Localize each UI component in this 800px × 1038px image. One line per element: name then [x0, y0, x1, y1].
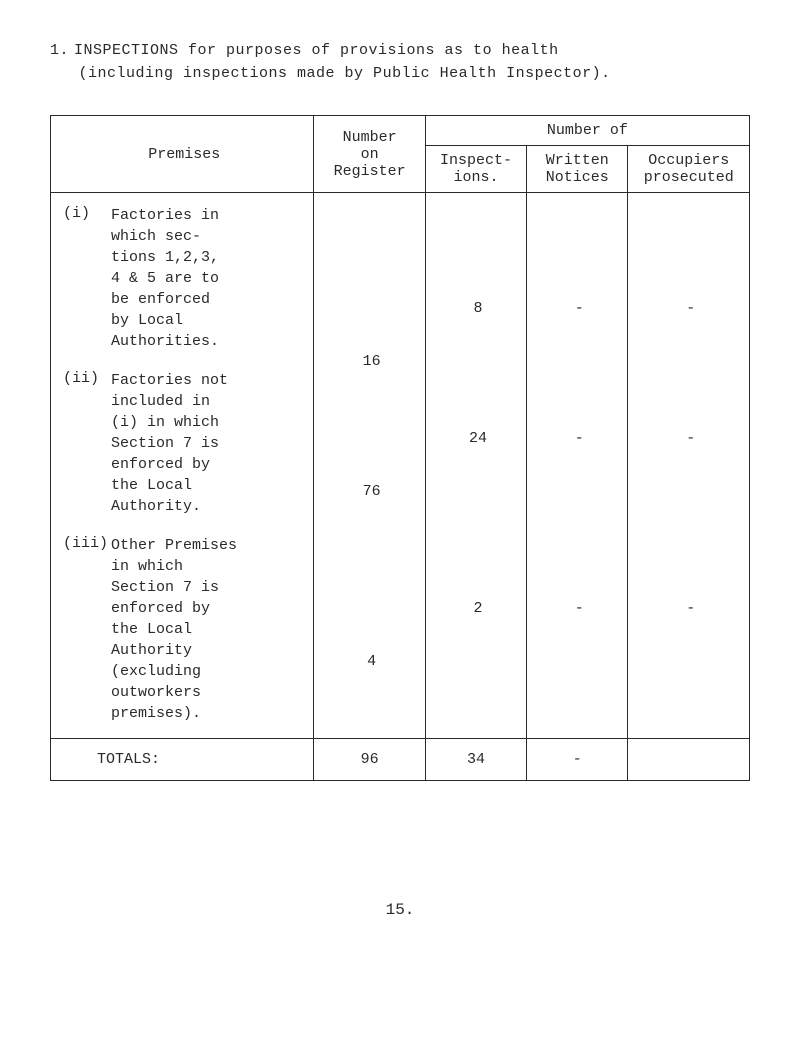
- header-line-2: (including inspections made by Public He…: [79, 65, 611, 82]
- insp-val-i: 8: [438, 205, 518, 325]
- written-val-i: -: [539, 205, 619, 325]
- inspections-values: 8 24 2: [425, 193, 526, 739]
- page-number: 15.: [50, 901, 750, 919]
- insp-val-ii: 24: [438, 325, 518, 455]
- header-occupiers: Occupiers prosecuted: [628, 146, 750, 193]
- occ-val-iii: -: [640, 455, 741, 625]
- register-val-i: 16: [326, 258, 416, 378]
- header-inspections: Inspect- ions.: [425, 146, 526, 193]
- header-number-of: Number of: [425, 116, 749, 146]
- item-iii: (iii) Other Premises in which Section 7 …: [63, 535, 305, 724]
- register-val-iii: 4: [326, 508, 416, 678]
- item-ii: (ii) Factories not included in (i) in wh…: [63, 370, 305, 517]
- item-label-ii: (ii): [63, 370, 111, 387]
- header-written: Written Notices: [527, 146, 628, 193]
- item-i: (i) Factories in which sec- tions 1,2,3,…: [63, 205, 305, 352]
- written-val-ii: -: [539, 325, 619, 455]
- item-desc-i: Factories in which sec- tions 1,2,3, 4 &…: [111, 205, 219, 352]
- written-values: - - -: [527, 193, 628, 739]
- item-label-iii: (iii): [63, 535, 111, 552]
- occupiers-values: - - -: [628, 193, 750, 739]
- item-desc-ii: Factories not included in (i) in which S…: [111, 370, 228, 517]
- premises-descriptions: (i) Factories in which sec- tions 1,2,3,…: [51, 193, 314, 739]
- document-header: 1.INSPECTIONS for purposes of provisions…: [50, 40, 750, 85]
- header-premises: Premises: [51, 116, 314, 193]
- item-desc-iii: Other Premises in which Section 7 is enf…: [111, 535, 237, 724]
- insp-val-iii: 2: [438, 455, 518, 625]
- register-values: 16 76 4: [314, 193, 425, 739]
- register-val-ii: 76: [326, 378, 416, 508]
- totals-occupiers: [628, 739, 750, 781]
- totals-row: TOTALS: 96 34 -: [51, 739, 750, 781]
- totals-register: 96: [314, 739, 425, 781]
- written-val-iii: -: [539, 455, 619, 625]
- totals-label: TOTALS:: [51, 739, 314, 781]
- header-line-1: INSPECTIONS for purposes of provisions a…: [74, 42, 559, 59]
- header-number-register: Number on Register: [314, 116, 425, 193]
- table-header-row-1: Premises Number on Register Number of: [51, 116, 750, 146]
- totals-written: -: [527, 739, 628, 781]
- table-data-row: (i) Factories in which sec- tions 1,2,3,…: [51, 193, 750, 739]
- inspections-table: Premises Number on Register Number of In…: [50, 115, 750, 781]
- occ-val-ii: -: [640, 325, 741, 455]
- totals-inspections: 34: [425, 739, 526, 781]
- item-label-i: (i): [63, 205, 111, 222]
- occ-val-i: -: [640, 205, 741, 325]
- section-number: 1.: [50, 40, 74, 63]
